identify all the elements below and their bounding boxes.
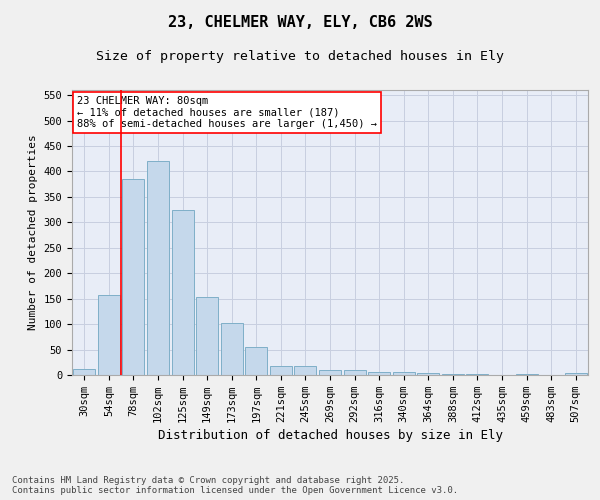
- Bar: [417, 374, 439, 375]
- Bar: [466, 374, 488, 375]
- Bar: [344, 370, 365, 375]
- Bar: [442, 374, 464, 375]
- X-axis label: Distribution of detached houses by size in Ely: Distribution of detached houses by size …: [157, 429, 503, 442]
- Text: Contains HM Land Registry data © Crown copyright and database right 2025.
Contai: Contains HM Land Registry data © Crown c…: [12, 476, 458, 495]
- Bar: [98, 295, 120, 375]
- Bar: [515, 374, 538, 375]
- Bar: [147, 161, 169, 375]
- Bar: [319, 370, 341, 375]
- Text: 23 CHELMER WAY: 80sqm
← 11% of detached houses are smaller (187)
88% of semi-det: 23 CHELMER WAY: 80sqm ← 11% of detached …: [77, 96, 377, 129]
- Bar: [565, 374, 587, 375]
- Text: Size of property relative to detached houses in Ely: Size of property relative to detached ho…: [96, 50, 504, 63]
- Bar: [392, 372, 415, 375]
- Bar: [295, 366, 316, 375]
- Bar: [172, 210, 194, 375]
- Bar: [270, 366, 292, 375]
- Bar: [368, 372, 390, 375]
- Text: 23, CHELMER WAY, ELY, CB6 2WS: 23, CHELMER WAY, ELY, CB6 2WS: [167, 15, 433, 30]
- Bar: [122, 179, 145, 375]
- Bar: [73, 369, 95, 375]
- Bar: [221, 323, 243, 375]
- Y-axis label: Number of detached properties: Number of detached properties: [28, 134, 38, 330]
- Bar: [196, 297, 218, 375]
- Bar: [245, 347, 268, 375]
